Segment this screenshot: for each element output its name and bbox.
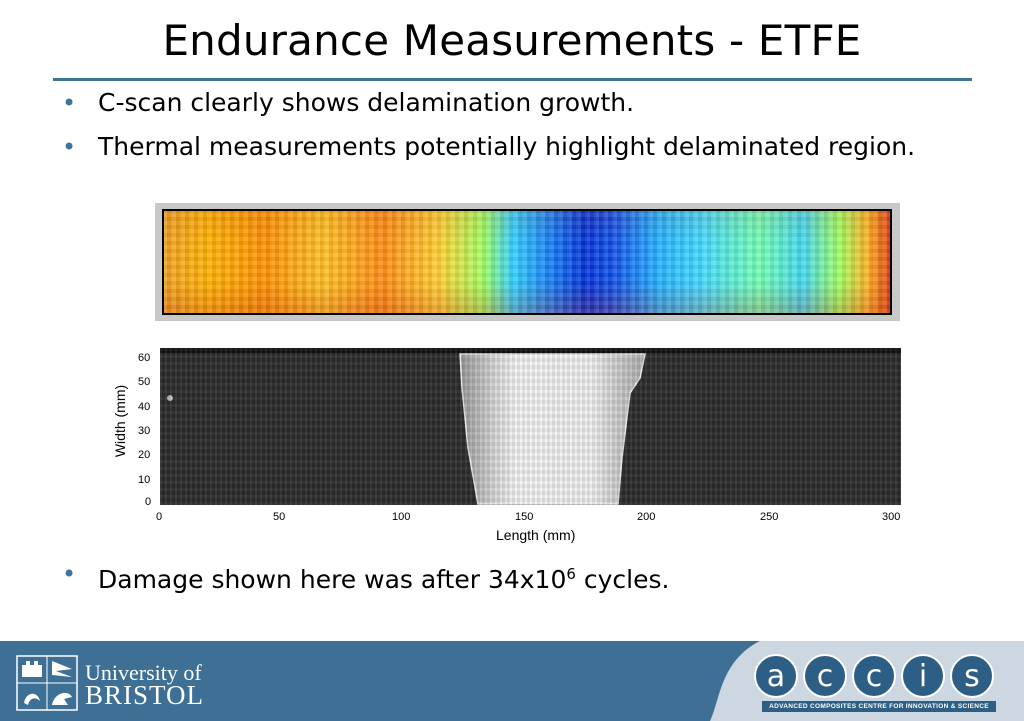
svg-text:c: c xyxy=(866,659,883,694)
exponent: 6 xyxy=(566,565,576,583)
svg-text:c: c xyxy=(817,659,834,694)
slide-title: Endurance Measurements - ETFE xyxy=(162,16,862,65)
university-crest-icon xyxy=(16,655,78,711)
y-tick-label: 10 xyxy=(138,474,151,486)
accis-letter-i: i xyxy=(901,654,945,698)
svg-text:a: a xyxy=(767,659,785,694)
y-tick-label: 0 xyxy=(145,496,152,508)
cscan-delamination-region xyxy=(160,348,901,505)
y-tick-label: 60 xyxy=(138,352,151,364)
y-tick-label: 40 xyxy=(138,401,151,413)
x-tick-label: 300 xyxy=(882,511,901,523)
bullet-text: Damage shown here was after 34x10 xyxy=(98,565,567,594)
bullet-list: C-scan clearly shows delamination growth… xyxy=(62,86,962,174)
x-axis-label: Length (mm) xyxy=(496,527,576,543)
bullet-item: C-scan clearly shows delamination growth… xyxy=(62,86,962,120)
x-tick-label: 150 xyxy=(515,511,534,523)
y-axis-label: Width (mm) xyxy=(112,384,128,458)
cscan-figure: Width (mm) 60 50 40 30 20 10 0 0 50 100 … xyxy=(100,345,920,550)
accis-letter-a: a xyxy=(754,654,798,698)
university-line1: University of xyxy=(85,660,202,685)
y-tick-label: 50 xyxy=(138,376,151,388)
y-tick-label: 30 xyxy=(138,425,151,437)
cscan-image xyxy=(160,348,901,505)
x-tick-label: 50 xyxy=(273,511,286,523)
thermal-image xyxy=(162,209,892,315)
accis-letter-c: c xyxy=(803,654,847,698)
university-logo-text: University of BRISTOL xyxy=(85,660,205,710)
accis-logo: a c c i s xyxy=(754,654,994,698)
bullet-suffix: cycles. xyxy=(575,565,670,594)
bullet-item: Thermal measurements potentially highlig… xyxy=(62,130,962,164)
university-line2: BRISTOL xyxy=(85,680,205,710)
accis-subtitle: ADVANCED COMPOSITES CENTRE FOR INNOVATIO… xyxy=(762,701,996,712)
bullet-item-cycles: Damage shown here was after 34x106 cycle… xyxy=(62,557,669,597)
accis-letter-c: c xyxy=(852,654,896,698)
y-tick-label: 20 xyxy=(138,449,151,461)
x-tick-label: 200 xyxy=(637,511,656,523)
accis-letter-s: s xyxy=(950,654,994,698)
x-tick-label: 100 xyxy=(392,511,411,523)
x-tick-label: 250 xyxy=(760,511,779,523)
svg-text:i: i xyxy=(919,659,927,694)
x-tick-label: 0 xyxy=(156,511,163,523)
svg-text:s: s xyxy=(964,659,980,694)
title-divider xyxy=(53,78,972,81)
